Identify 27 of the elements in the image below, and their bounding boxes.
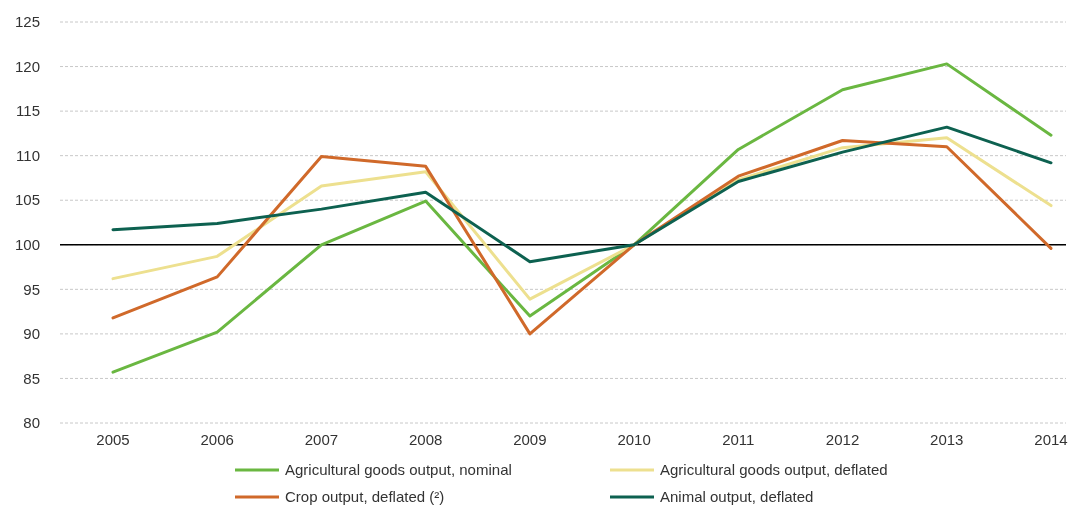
- x-tick-label: 2014: [1034, 431, 1068, 448]
- x-tick-label: 2013: [930, 431, 964, 448]
- y-tick-label: 115: [16, 102, 40, 120]
- legend-label: Crop output, deflated (²): [285, 488, 445, 506]
- legend-label: Agricultural goods output, nominal: [285, 461, 512, 479]
- x-tick-label: 2005: [96, 431, 130, 448]
- x-tick-label: 2012: [825, 431, 860, 448]
- x-tick-label: 2010: [617, 431, 651, 448]
- y-tick-label: 125: [14, 13, 40, 31]
- legend-label: Animal output, deflated: [660, 488, 814, 506]
- legend-label: Agricultural goods output, deflated: [660, 461, 888, 479]
- x-tick-label: 2006: [200, 431, 234, 448]
- x-tick-label: 2007: [304, 431, 339, 448]
- line-series: [111, 62, 1053, 374]
- x-tick-label: 2009: [513, 431, 547, 448]
- x-tick-label: 2011: [722, 431, 755, 448]
- y-tick-label: 95: [23, 280, 40, 298]
- y-tick-label: 110: [16, 146, 40, 164]
- y-tick-label: 120: [14, 57, 40, 75]
- y-tick-label: 80: [23, 414, 40, 432]
- y-tick-label: 90: [23, 325, 40, 343]
- line-series: [111, 125, 1053, 264]
- y-tick-label: 100: [14, 236, 40, 254]
- y-tick-label: 85: [23, 369, 40, 387]
- line-series: [111, 139, 1053, 336]
- y-tick-label: 105: [14, 191, 40, 209]
- x-tick-label: 2008: [408, 431, 443, 448]
